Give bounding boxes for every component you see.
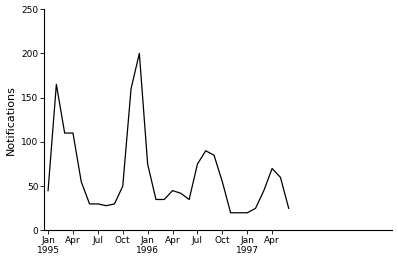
Y-axis label: Notifications: Notifications: [6, 85, 16, 155]
